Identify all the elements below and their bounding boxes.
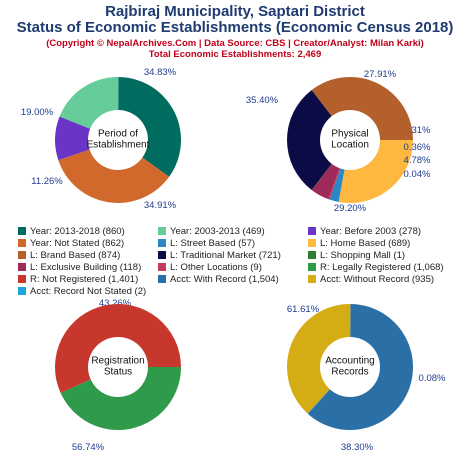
legend-item: L: Home Based (689) xyxy=(308,238,410,249)
legend-label: Year: 2003-2013 (469) xyxy=(170,226,265,237)
donut-center-title: Status xyxy=(104,367,132,378)
donut-center-title: Period of xyxy=(98,129,138,140)
legend-item: Acct: With Record (1,504) xyxy=(158,274,279,285)
donut-hole xyxy=(88,110,148,170)
legend-item: L: Shopping Mall (1) xyxy=(308,250,405,261)
legend-swatch xyxy=(158,251,166,259)
legend-label: Acct: Record Not Stated (2) xyxy=(30,286,147,297)
chart-title-line2: Status of Economic Establishments (Econo… xyxy=(16,19,454,36)
slice-percent-label: 4.78% xyxy=(404,155,431,166)
donut-hole xyxy=(320,337,380,397)
legend-label: Acct: With Record (1,504) xyxy=(170,274,279,285)
slice-percent-label: 27.91% xyxy=(364,69,397,80)
donut-chart-1: 34.83% 34.91% 11.26% 19.00% Period ofEstabli… xyxy=(21,67,181,211)
legend-swatch xyxy=(158,263,166,271)
slice-percent-label: 0.08% xyxy=(419,373,446,384)
pie-slice-year-not-stated xyxy=(58,140,170,204)
legend-swatch xyxy=(308,263,316,271)
legend-swatch xyxy=(308,251,316,259)
legend-swatch xyxy=(308,275,316,283)
donut-center-title: Accounting xyxy=(325,356,374,367)
donut-center-title: Establishment xyxy=(87,140,150,151)
donut-center-title: Registration xyxy=(91,356,144,367)
legend-swatch xyxy=(18,239,26,247)
slice-percent-label: 0.36% xyxy=(404,142,431,153)
slice-percent-label: 61.61% xyxy=(287,304,320,315)
legend-item: Year: 2013-2018 (860) xyxy=(18,226,125,237)
total-line: Total Economic Establishments: 2,469 xyxy=(148,49,322,60)
legend-swatch xyxy=(18,263,26,271)
legend-swatch xyxy=(158,239,166,247)
legend-item: Year: Before 2003 (278) xyxy=(308,226,421,237)
legend-item: L: Brand Based (874) xyxy=(18,250,120,261)
slice-percent-label: 35.40% xyxy=(246,95,279,106)
credit-line: (Copyright © NepalArchives.Com | Data So… xyxy=(46,38,424,49)
slice-percent-label: 56.74% xyxy=(72,442,105,453)
legend-swatch xyxy=(308,239,316,247)
legend-label: Year: Not Stated (862) xyxy=(30,238,125,249)
legend-label: L: Brand Based (874) xyxy=(30,250,121,261)
legend-item: L: Traditional Market (721) xyxy=(158,250,281,261)
donut-center-title: Physical xyxy=(331,129,368,140)
donut-center-title: Records xyxy=(331,367,368,378)
legend-label: R: Legally Registered (1,068) xyxy=(320,262,444,273)
pie-slice-year-before-2003 xyxy=(55,116,118,161)
legend-item: Acct: Record Not Stated (2) xyxy=(18,286,146,297)
pie-slice-year-2013-2018 xyxy=(118,77,181,177)
slice-percent-label: 29.20% xyxy=(334,203,367,214)
slice-percent-label: 19.00% xyxy=(21,107,54,118)
slice-percent-label: 34.91% xyxy=(144,200,177,211)
pie-slice-acct-without-record xyxy=(287,304,351,414)
donut-center-title: Location xyxy=(331,140,369,151)
donut-chart-2: 27.91% 2.31% 0.36% 4.78% 0.04% 29.20% 35.40% Ph… xyxy=(246,69,431,214)
slice-percent-label: 34.83% xyxy=(144,67,177,78)
legend-item: L: Exclusive Building (118) xyxy=(18,262,141,273)
legend-label: L: Exclusive Building (118) xyxy=(30,262,142,273)
legend-label: L: Traditional Market (721) xyxy=(170,250,281,261)
legend-item: Year: 2003-2013 (469) xyxy=(158,226,265,237)
legend-label: Year: Before 2003 (278) xyxy=(320,226,422,237)
legend-item: L: Street Based (57) xyxy=(158,238,255,249)
slice-percent-label: 43.26% xyxy=(99,298,132,309)
legend-swatch xyxy=(308,227,316,235)
legend-swatch xyxy=(18,227,26,235)
slice-percent-label: 2.31% xyxy=(404,125,431,136)
legend-item: L: Other Locations (9) xyxy=(158,262,262,273)
slice-percent-label: 38.30% xyxy=(341,442,374,453)
legend-label: Year: 2013-2018 (860) xyxy=(30,226,125,237)
legend-item: Acct: Without Record (935) xyxy=(308,274,434,285)
pie-slice-r-legally-registered xyxy=(60,367,181,431)
slice-percent-label: 0.04% xyxy=(404,169,431,180)
legend-item: R: Not Registered (1,401) xyxy=(18,274,138,285)
legend-item: Year: Not Stated (862) xyxy=(18,238,124,249)
legend-item: R: Legally Registered (1,068) xyxy=(308,262,444,273)
legend-label: L: Home Based (689) xyxy=(320,238,411,249)
legend-label: R: Not Registered (1,401) xyxy=(30,274,139,285)
legend-label: Acct: Without Record (935) xyxy=(320,274,435,285)
donut-hole xyxy=(320,110,380,170)
legend-label: L: Shopping Mall (1) xyxy=(320,250,406,261)
legend-swatch xyxy=(158,227,166,235)
legend-swatch xyxy=(18,251,26,259)
pie-slice-l-brand-based xyxy=(311,77,413,140)
legend-label: L: Other Locations (9) xyxy=(170,262,262,273)
legend-swatch xyxy=(18,275,26,283)
pie-slice-l-traditional-market xyxy=(287,89,350,191)
donut-hole xyxy=(88,337,148,397)
legend-swatch xyxy=(158,275,166,283)
slice-percent-label: 11.26% xyxy=(31,176,63,187)
chart-title-line1: Rajbiraj Municipality, Saptari District xyxy=(105,3,365,20)
legend-label: L: Street Based (57) xyxy=(170,238,256,249)
legend-swatch xyxy=(18,287,26,295)
